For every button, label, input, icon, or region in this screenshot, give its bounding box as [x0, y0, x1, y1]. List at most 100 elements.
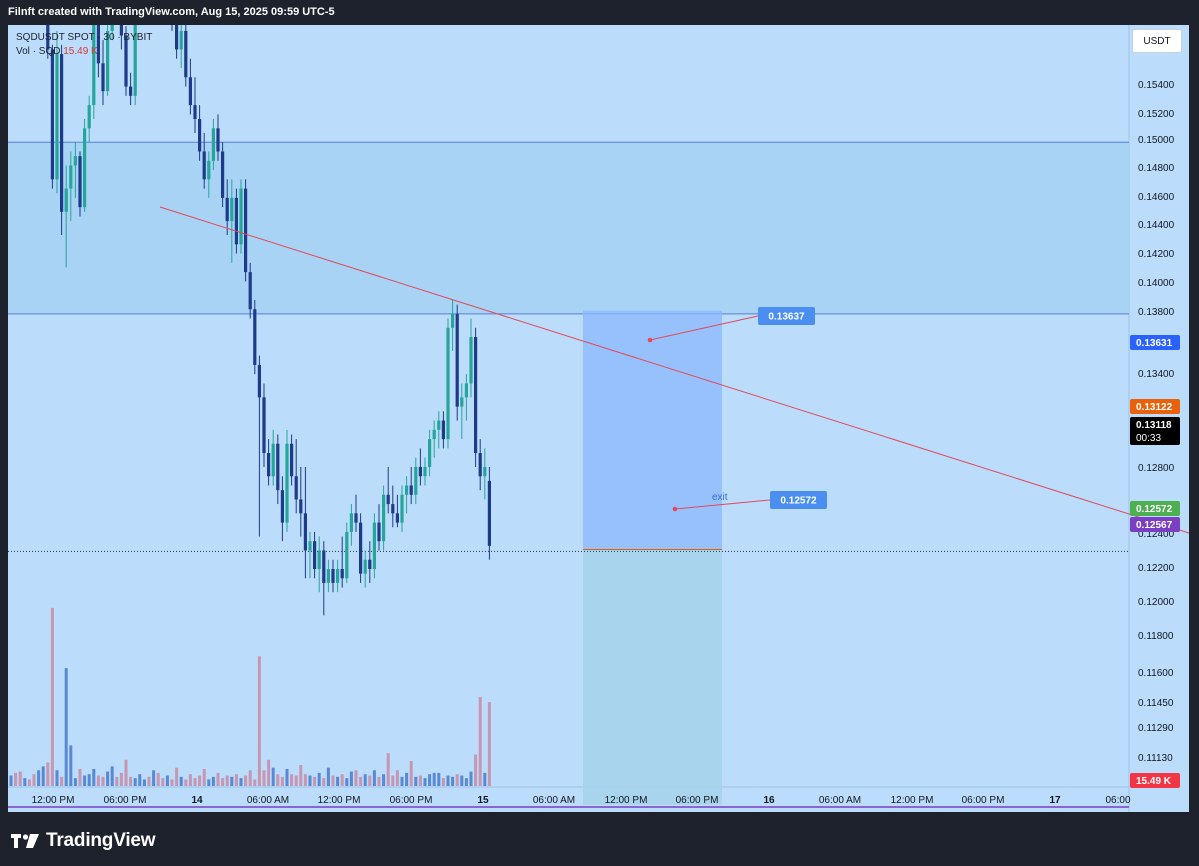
volume-bar — [244, 775, 248, 786]
candle-body — [92, 25, 96, 106]
candle-body — [193, 105, 197, 120]
volume-bar — [409, 761, 413, 786]
candle — [110, 25, 114, 41]
time-tick-label: 16 — [763, 795, 775, 806]
candle-body — [409, 485, 413, 495]
candle-body — [336, 569, 340, 583]
price-badge-countdown: 00:33 — [1136, 433, 1161, 444]
candle — [179, 25, 183, 68]
candle-body — [386, 494, 390, 505]
price-tick-label: 0.14400 — [1138, 220, 1175, 231]
volume-bar — [478, 696, 482, 786]
candle — [414, 457, 418, 505]
candle — [359, 513, 363, 583]
price-badge-label: 0.12567 — [1136, 520, 1173, 531]
candle — [55, 30, 59, 194]
candle — [276, 434, 280, 505]
candle — [377, 504, 381, 551]
candle — [340, 536, 344, 588]
candle-body — [87, 105, 91, 129]
candle — [308, 531, 312, 579]
legend-volume-label: Vol · SQD — [16, 46, 61, 57]
candle — [92, 25, 96, 120]
price-badge — [1130, 417, 1180, 445]
volume-bar — [64, 668, 68, 786]
volume-bar — [14, 772, 18, 786]
volume-bar — [27, 779, 31, 786]
currency-button[interactable]: USDT — [1132, 29, 1182, 53]
chart-area[interactable]: 0.13637 0.12572 exit 0.15400 0.15200 0.15000 0… — [8, 25, 1189, 812]
volume-bar — [92, 768, 96, 786]
volume-bar — [395, 770, 399, 786]
tradingview-logo-icon — [11, 834, 39, 848]
time-tick-label: 06:00 — [1105, 795, 1130, 806]
header-caption: Filnft created with TradingView.com, Aug… — [8, 6, 335, 18]
position-stop-zone — [583, 310, 722, 550]
candle-body — [106, 30, 110, 92]
candle — [382, 485, 386, 551]
price-badge-label: 15.49 K — [1136, 776, 1172, 787]
candle — [193, 77, 197, 133]
candle — [405, 476, 409, 514]
time-tick-label: 06:00 PM — [390, 795, 433, 806]
stop-callout-box — [758, 307, 815, 325]
price-tick-label: 0.13400 — [1138, 369, 1175, 380]
volume-bar — [469, 771, 473, 786]
candle-body — [211, 128, 215, 161]
candle-body — [391, 504, 395, 514]
position-target-zone — [583, 549, 722, 805]
volume-bar — [400, 776, 404, 786]
volume-bar — [262, 770, 266, 786]
volume-bar — [23, 778, 27, 786]
candle-body — [225, 197, 229, 222]
candle — [64, 165, 68, 268]
volume-bar — [202, 768, 206, 786]
candle-body — [60, 54, 64, 212]
candle-body — [474, 337, 478, 454]
candle — [188, 58, 192, 115]
candle-body — [124, 35, 128, 87]
volume-bar — [216, 772, 220, 786]
candle — [207, 151, 211, 198]
candle-body — [294, 476, 298, 500]
candle-body — [395, 513, 399, 523]
candle — [262, 383, 266, 467]
volume-bar — [133, 778, 137, 786]
volume-bar — [326, 767, 330, 786]
time-tick-label: 17 — [1049, 795, 1061, 806]
legend-volume: Vol · SQD 15.49 K — [16, 45, 152, 59]
candle-body — [377, 522, 381, 542]
time-tick-label: 06:00 PM — [104, 795, 147, 806]
time-tick-label: 12:00 PM — [32, 795, 75, 806]
candle-body — [359, 522, 363, 574]
volume-bar — [248, 770, 252, 786]
candle — [391, 485, 395, 528]
volume-bar — [487, 702, 491, 786]
candle-body — [363, 559, 367, 574]
candle — [437, 411, 441, 449]
volume-bar — [32, 774, 36, 786]
volume-bar — [60, 776, 64, 786]
candle — [322, 541, 326, 616]
candle — [239, 179, 243, 254]
candle-body — [207, 160, 211, 180]
candle-body — [119, 25, 123, 36]
volume-bar — [474, 754, 478, 786]
candle-body — [317, 550, 321, 570]
candle-body — [188, 77, 192, 106]
candle — [248, 262, 252, 319]
time-tick-label: 14 — [191, 795, 203, 806]
price-badge — [1130, 335, 1180, 350]
volume-bar — [345, 778, 349, 786]
candle-body — [437, 420, 441, 430]
candle — [317, 536, 321, 593]
time-tick-label: 15 — [477, 795, 489, 806]
volume-bar — [464, 778, 468, 786]
time-tick-label: 12:00 PM — [318, 795, 361, 806]
candle — [409, 466, 413, 505]
candle-body — [290, 443, 294, 477]
candle-body — [441, 420, 445, 440]
price-tick-label: 0.15200 — [1138, 109, 1175, 120]
volume-bar — [198, 775, 202, 786]
price-tick-label: 0.14600 — [1138, 192, 1175, 203]
